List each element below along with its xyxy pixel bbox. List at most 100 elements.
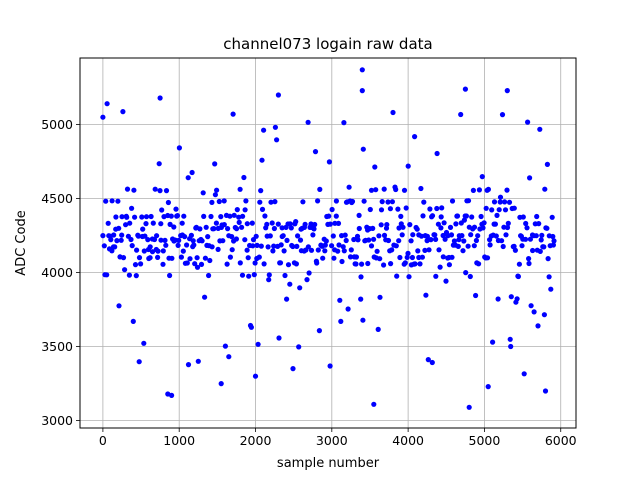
- data-point: [259, 157, 265, 163]
- data-point: [310, 232, 316, 238]
- data-point: [194, 255, 200, 261]
- data-point: [195, 358, 201, 364]
- data-point: [119, 214, 125, 220]
- data-point: [270, 248, 276, 254]
- data-point: [535, 323, 541, 329]
- data-point: [205, 234, 211, 240]
- data-point: [381, 232, 388, 238]
- data-point: [237, 260, 243, 266]
- data-point: [242, 237, 248, 243]
- data-point: [527, 175, 533, 181]
- data-point: [169, 255, 175, 261]
- data-point: [258, 243, 264, 249]
- data-point: [295, 233, 301, 239]
- data-point: [541, 244, 547, 250]
- data-point: [218, 214, 224, 220]
- data-point: [346, 184, 352, 190]
- data-point: [544, 225, 550, 231]
- data-point: [128, 236, 134, 243]
- data-point: [374, 248, 380, 254]
- data-point: [214, 187, 220, 193]
- data-point: [192, 261, 198, 267]
- data-point: [322, 242, 328, 248]
- data-point: [524, 225, 530, 231]
- data-point: [500, 243, 506, 250]
- data-point: [285, 262, 292, 268]
- data-point: [539, 232, 545, 238]
- data-point: [231, 212, 237, 218]
- data-point: [461, 217, 467, 223]
- data-point: [368, 187, 375, 193]
- data-point: [182, 234, 188, 240]
- data-point: [525, 119, 531, 125]
- data-point: [306, 270, 312, 276]
- data-point: [290, 366, 296, 372]
- data-point: [402, 260, 408, 266]
- data-point: [249, 220, 255, 226]
- data-point: [549, 214, 555, 220]
- outlier-point: [275, 92, 281, 98]
- data-point: [261, 261, 267, 267]
- data-point: [108, 237, 114, 243]
- grid-lines: [80, 58, 576, 428]
- x-axis-label: sample number: [277, 456, 380, 471]
- plot-area-frame: [79, 57, 577, 429]
- data-point: [297, 285, 303, 291]
- data-point: [142, 233, 148, 239]
- data-point: [206, 272, 212, 279]
- data-point: [479, 174, 485, 180]
- data-point: [173, 206, 179, 212]
- data-point: [434, 150, 440, 157]
- data-point: [304, 277, 310, 283]
- data-point: [356, 212, 362, 218]
- data-point: [497, 199, 503, 205]
- data-point: [342, 232, 348, 238]
- data-point: [471, 224, 478, 230]
- data-point: [338, 318, 344, 324]
- data-point: [393, 186, 399, 193]
- data-point: [504, 224, 511, 231]
- data-point: [174, 213, 181, 219]
- data-point: [149, 249, 156, 255]
- data-point: [330, 233, 336, 239]
- data-point: [288, 225, 294, 231]
- data-point: [207, 257, 213, 264]
- data-point: [329, 243, 335, 249]
- data-point: [367, 206, 373, 213]
- data-point: [221, 198, 227, 204]
- data-point: [494, 212, 500, 218]
- data-point: [236, 214, 242, 220]
- data-point: [171, 224, 177, 230]
- data-point: [384, 222, 390, 228]
- data-point: [493, 233, 499, 239]
- data-point: [145, 237, 151, 243]
- data-point: [287, 281, 293, 287]
- data-point: [511, 205, 517, 211]
- data-point: [155, 248, 161, 254]
- data-point: [415, 248, 421, 254]
- outlier-point: [100, 114, 106, 120]
- data-point: [453, 221, 459, 227]
- data-point: [336, 242, 342, 248]
- data-point: [312, 221, 318, 228]
- data-point: [315, 198, 321, 204]
- data-point: [340, 244, 346, 250]
- data-point: [441, 220, 447, 226]
- data-point: [437, 264, 443, 270]
- data-point: [366, 237, 372, 243]
- data-point: [322, 248, 328, 254]
- data-point: [267, 233, 273, 239]
- data-point: [448, 232, 455, 238]
- data-point: [327, 221, 333, 227]
- data-point: [281, 248, 287, 254]
- data-point: [407, 222, 413, 228]
- data-point: [341, 120, 347, 126]
- data-point: [485, 186, 491, 192]
- data-point: [502, 199, 508, 205]
- data-point: [287, 221, 293, 227]
- data-point: [243, 198, 249, 204]
- y-tick-label: 4000: [41, 265, 73, 280]
- outlier-point: [359, 67, 365, 73]
- data-point: [412, 134, 418, 140]
- x-tick-label: 2000: [240, 433, 272, 448]
